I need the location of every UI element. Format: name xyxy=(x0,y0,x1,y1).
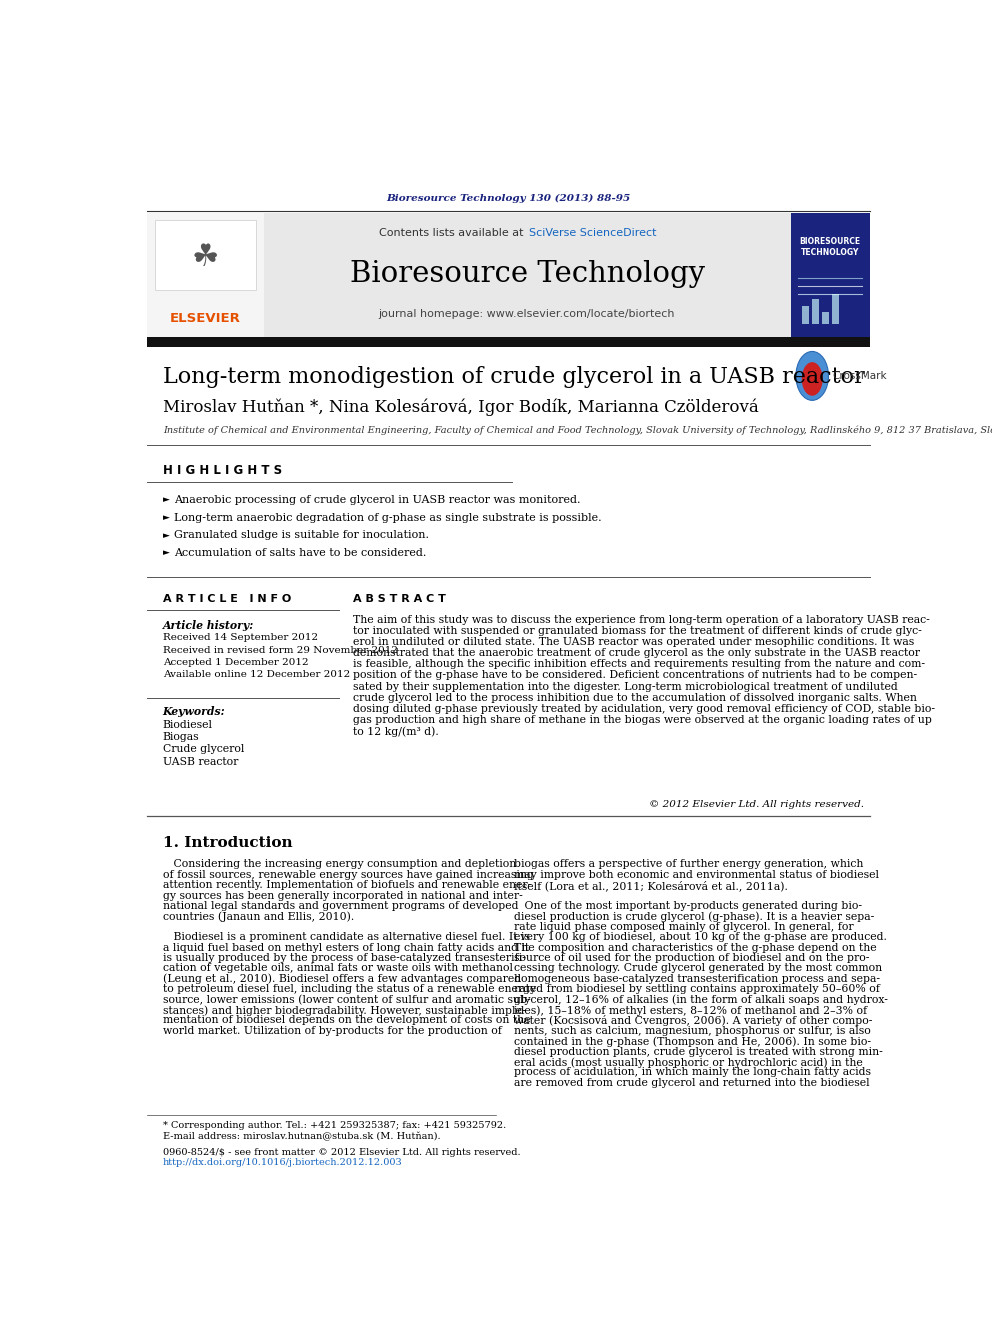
Text: countries (Janaun and Ellis, 2010).: countries (Janaun and Ellis, 2010). xyxy=(163,912,354,922)
Ellipse shape xyxy=(802,363,822,396)
Text: BIORESOURCE: BIORESOURCE xyxy=(800,237,861,246)
Text: mentation of biodiesel depends on the development of costs on the: mentation of biodiesel depends on the de… xyxy=(163,1015,531,1025)
Text: tor inoculated with suspended or granulated biomass for the treatment of differe: tor inoculated with suspended or granula… xyxy=(352,626,922,636)
Text: © 2012 Elsevier Ltd. All rights reserved.: © 2012 Elsevier Ltd. All rights reserved… xyxy=(649,799,864,808)
Bar xyxy=(791,213,870,337)
Text: diesel production plants, crude glycerol is treated with strong min-: diesel production plants, crude glycerol… xyxy=(514,1046,883,1057)
Text: Biodiesel: Biodiesel xyxy=(163,720,212,730)
Text: Bioresource Technology 130 (2013) 88-95: Bioresource Technology 130 (2013) 88-95 xyxy=(386,194,631,204)
Text: Considering the increasing energy consumption and depletion: Considering the increasing energy consum… xyxy=(163,860,516,869)
Text: source, lower emissions (lower content of sulfur and aromatic sub-: source, lower emissions (lower content o… xyxy=(163,995,531,1005)
Text: UASB reactor: UASB reactor xyxy=(163,757,238,766)
Text: cation of vegetable oils, animal fats or waste oils with methanol: cation of vegetable oils, animal fats or… xyxy=(163,963,513,974)
Text: diesel production is crude glycerol (g-phase). It is a heavier sepa-: diesel production is crude glycerol (g-p… xyxy=(514,912,874,922)
Text: position of the g-phase have to be considered. Deficient concentrations of nutri: position of the g-phase have to be consi… xyxy=(352,671,917,680)
Text: * Corresponding author. Tel.: +421 259325387; fax: +421 59325792.: * Corresponding author. Tel.: +421 25932… xyxy=(163,1122,506,1130)
Bar xyxy=(147,213,264,337)
Text: One of the most important by-products generated during bio-: One of the most important by-products ge… xyxy=(514,901,862,912)
Text: water (Kocsisová and Cvengros, 2006). A variety of other compo-: water (Kocsisová and Cvengros, 2006). A … xyxy=(514,1015,872,1027)
Text: Miroslav Hutňan *, Nina Kolesárová, Igor Bodík, Marianna Czölderová: Miroslav Hutňan *, Nina Kolesárová, Igor… xyxy=(163,398,759,417)
Text: world market. Utilization of by-products for the production of: world market. Utilization of by-products… xyxy=(163,1025,502,1036)
Text: Available online 12 December 2012: Available online 12 December 2012 xyxy=(163,671,350,679)
Bar xyxy=(822,312,829,324)
Text: a liquid fuel based on methyl esters of long chain fatty acids and it: a liquid fuel based on methyl esters of … xyxy=(163,942,529,953)
Bar xyxy=(832,294,839,324)
Text: http://dx.doi.org/10.1016/j.biortech.2012.12.003: http://dx.doi.org/10.1016/j.biortech.201… xyxy=(163,1159,403,1167)
Text: The aim of this study was to discuss the experience from long-term operation of : The aim of this study was to discuss the… xyxy=(352,615,930,624)
Text: A R T I C L E   I N F O: A R T I C L E I N F O xyxy=(163,594,291,605)
Text: Accepted 1 December 2012: Accepted 1 December 2012 xyxy=(163,658,309,667)
Text: Received 14 September 2012: Received 14 September 2012 xyxy=(163,634,317,642)
Text: The composition and characteristics of the g-phase depend on the: The composition and characteristics of t… xyxy=(514,942,877,953)
Text: contained in the g-phase (Thompson and He, 2006). In some bio-: contained in the g-phase (Thompson and H… xyxy=(514,1036,871,1046)
Text: Article history:: Article history: xyxy=(163,620,254,631)
Text: H I G H L I G H T S: H I G H L I G H T S xyxy=(163,464,282,478)
Text: (Leung et al., 2010). Biodiesel offers a few advantages compared: (Leung et al., 2010). Biodiesel offers a… xyxy=(163,974,521,984)
Bar xyxy=(147,337,870,347)
Text: Long-term anaerobic degradation of g-phase as single substrate is possible.: Long-term anaerobic degradation of g-pha… xyxy=(174,512,601,523)
Text: Institute of Chemical and Environmental Engineering, Faculty of Chemical and Foo: Institute of Chemical and Environmental … xyxy=(163,426,992,435)
Text: cessing technology. Crude glycerol generated by the most common: cessing technology. Crude glycerol gener… xyxy=(514,963,882,974)
Text: are removed from crude glycerol and returned into the biodiesel: are removed from crude glycerol and retu… xyxy=(514,1078,869,1088)
Text: rated from biodiesel by settling contains approximately 50–60% of: rated from biodiesel by settling contain… xyxy=(514,984,880,994)
Text: to petroleum diesel fuel, including the status of a renewable energy: to petroleum diesel fuel, including the … xyxy=(163,984,536,994)
Text: ►: ► xyxy=(163,549,170,557)
Text: ☘: ☘ xyxy=(191,243,219,271)
Text: ►: ► xyxy=(163,513,170,523)
Text: CrossMark: CrossMark xyxy=(832,370,887,381)
Ellipse shape xyxy=(796,352,828,401)
Text: Bioresource Technology: Bioresource Technology xyxy=(349,261,704,288)
Text: Biodiesel is a prominent candidate as alternative diesel fuel. It is: Biodiesel is a prominent candidate as al… xyxy=(163,933,530,942)
Text: E-mail address: miroslav.hutnan@stuba.sk (M. Hutňan).: E-mail address: miroslav.hutnan@stuba.sk… xyxy=(163,1132,440,1142)
Text: gas production and high share of methane in the biogas were observed at the orga: gas production and high share of methane… xyxy=(352,716,931,725)
Text: glycerol, 12–16% of alkalies (in the form of alkali soaps and hydrox-: glycerol, 12–16% of alkalies (in the for… xyxy=(514,995,888,1005)
Text: nents, such as calcium, magnesium, phosphorus or sulfur, is also: nents, such as calcium, magnesium, phosp… xyxy=(514,1025,871,1036)
Text: ides), 15–18% of methyl esters, 8–12% of methanol and 2–3% of: ides), 15–18% of methyl esters, 8–12% of… xyxy=(514,1005,867,1016)
Text: ►: ► xyxy=(163,495,170,504)
Text: SciVerse ScienceDirect: SciVerse ScienceDirect xyxy=(530,229,657,238)
Text: TECHNOLOGY: TECHNOLOGY xyxy=(801,249,859,257)
Text: to 12 kg/(m³ d).: to 12 kg/(m³ d). xyxy=(352,726,438,737)
Text: may improve both economic and environmental status of biodiesel: may improve both economic and environmen… xyxy=(514,869,879,880)
Text: A B S T R A C T: A B S T R A C T xyxy=(352,594,445,605)
Text: is feasible, although the specific inhibition effects and requirements resulting: is feasible, although the specific inhib… xyxy=(352,659,925,669)
Bar xyxy=(155,221,256,290)
Text: Received in revised form 29 November 2012: Received in revised form 29 November 201… xyxy=(163,646,398,655)
Text: stances) and higher biodegradability. However, sustainable imple-: stances) and higher biodegradability. Ho… xyxy=(163,1005,525,1016)
Text: erol in undiluted or diluted state. The UASB reactor was operated under mesophil: erol in undiluted or diluted state. The … xyxy=(352,636,914,647)
Bar xyxy=(264,213,791,337)
Text: national legal standards and government programs of developed: national legal standards and government … xyxy=(163,901,518,912)
Text: 0960-8524/$ - see front matter © 2012 Elsevier Ltd. All rights reserved.: 0960-8524/$ - see front matter © 2012 El… xyxy=(163,1147,521,1156)
Text: ELSEVIER: ELSEVIER xyxy=(170,312,241,325)
Text: Biogas: Biogas xyxy=(163,732,199,742)
Text: Crude glycerol: Crude glycerol xyxy=(163,745,244,754)
Text: eral acids (most usually phosphoric or hydrochloric acid) in the: eral acids (most usually phosphoric or h… xyxy=(514,1057,863,1068)
Text: attention recently. Implementation of biofuels and renewable ener-: attention recently. Implementation of bi… xyxy=(163,880,531,890)
Text: of fossil sources, renewable energy sources have gained increasing: of fossil sources, renewable energy sour… xyxy=(163,869,534,880)
Text: process of acidulation, in which mainly the long-chain fatty acids: process of acidulation, in which mainly … xyxy=(514,1068,871,1077)
Text: source of oil used for the production of biodiesel and on the pro-: source of oil used for the production of… xyxy=(514,953,869,963)
Text: crude glycerol led to the process inhibition due to the accumulation of dissolve: crude glycerol led to the process inhibi… xyxy=(352,693,917,703)
Text: homogeneous base-catalyzed transesterification process and sepa-: homogeneous base-catalyzed transesterifi… xyxy=(514,974,880,984)
Text: Anaerobic processing of crude glycerol in UASB reactor was monitored.: Anaerobic processing of crude glycerol i… xyxy=(174,495,580,505)
Text: rate liquid phase composed mainly of glycerol. In general, for: rate liquid phase composed mainly of gly… xyxy=(514,922,853,931)
Text: 1. Introduction: 1. Introduction xyxy=(163,836,293,849)
Text: is usually produced by the process of base-catalyzed transesterifi-: is usually produced by the process of ba… xyxy=(163,953,526,963)
Text: biogas offers a perspective of further energy generation, which: biogas offers a perspective of further e… xyxy=(514,860,863,869)
Text: sated by their supplementation into the digester. Long-term microbiological trea: sated by their supplementation into the … xyxy=(352,681,898,692)
Text: dosing diluted g-phase previously treated by acidulation, very good removal effi: dosing diluted g-phase previously treate… xyxy=(352,704,934,714)
Text: ►: ► xyxy=(163,531,170,540)
Bar xyxy=(812,299,819,324)
Text: Long-term monodigestion of crude glycerol in a UASB reactor: Long-term monodigestion of crude glycero… xyxy=(163,366,864,389)
Text: journal homepage: www.elsevier.com/locate/biortech: journal homepage: www.elsevier.com/locat… xyxy=(379,310,676,319)
Text: Contents lists available at: Contents lists available at xyxy=(379,229,527,238)
Text: demonstrated that the anaerobic treatment of crude glycerol as the only substrat: demonstrated that the anaerobic treatmen… xyxy=(352,648,920,658)
Text: Granulated sludge is suitable for inoculation.: Granulated sludge is suitable for inocul… xyxy=(174,531,429,540)
Text: gy sources has been generally incorporated in national and inter-: gy sources has been generally incorporat… xyxy=(163,890,523,901)
Bar xyxy=(803,306,809,324)
Text: Accumulation of salts have to be considered.: Accumulation of salts have to be conside… xyxy=(174,548,426,558)
Text: every 100 kg of biodiesel, about 10 kg of the g-phase are produced.: every 100 kg of biodiesel, about 10 kg o… xyxy=(514,933,887,942)
Text: Keywords:: Keywords: xyxy=(163,706,225,717)
Text: itself (Lora et al., 2011; Kolesárová et al., 2011a).: itself (Lora et al., 2011; Kolesárová et… xyxy=(514,880,788,890)
